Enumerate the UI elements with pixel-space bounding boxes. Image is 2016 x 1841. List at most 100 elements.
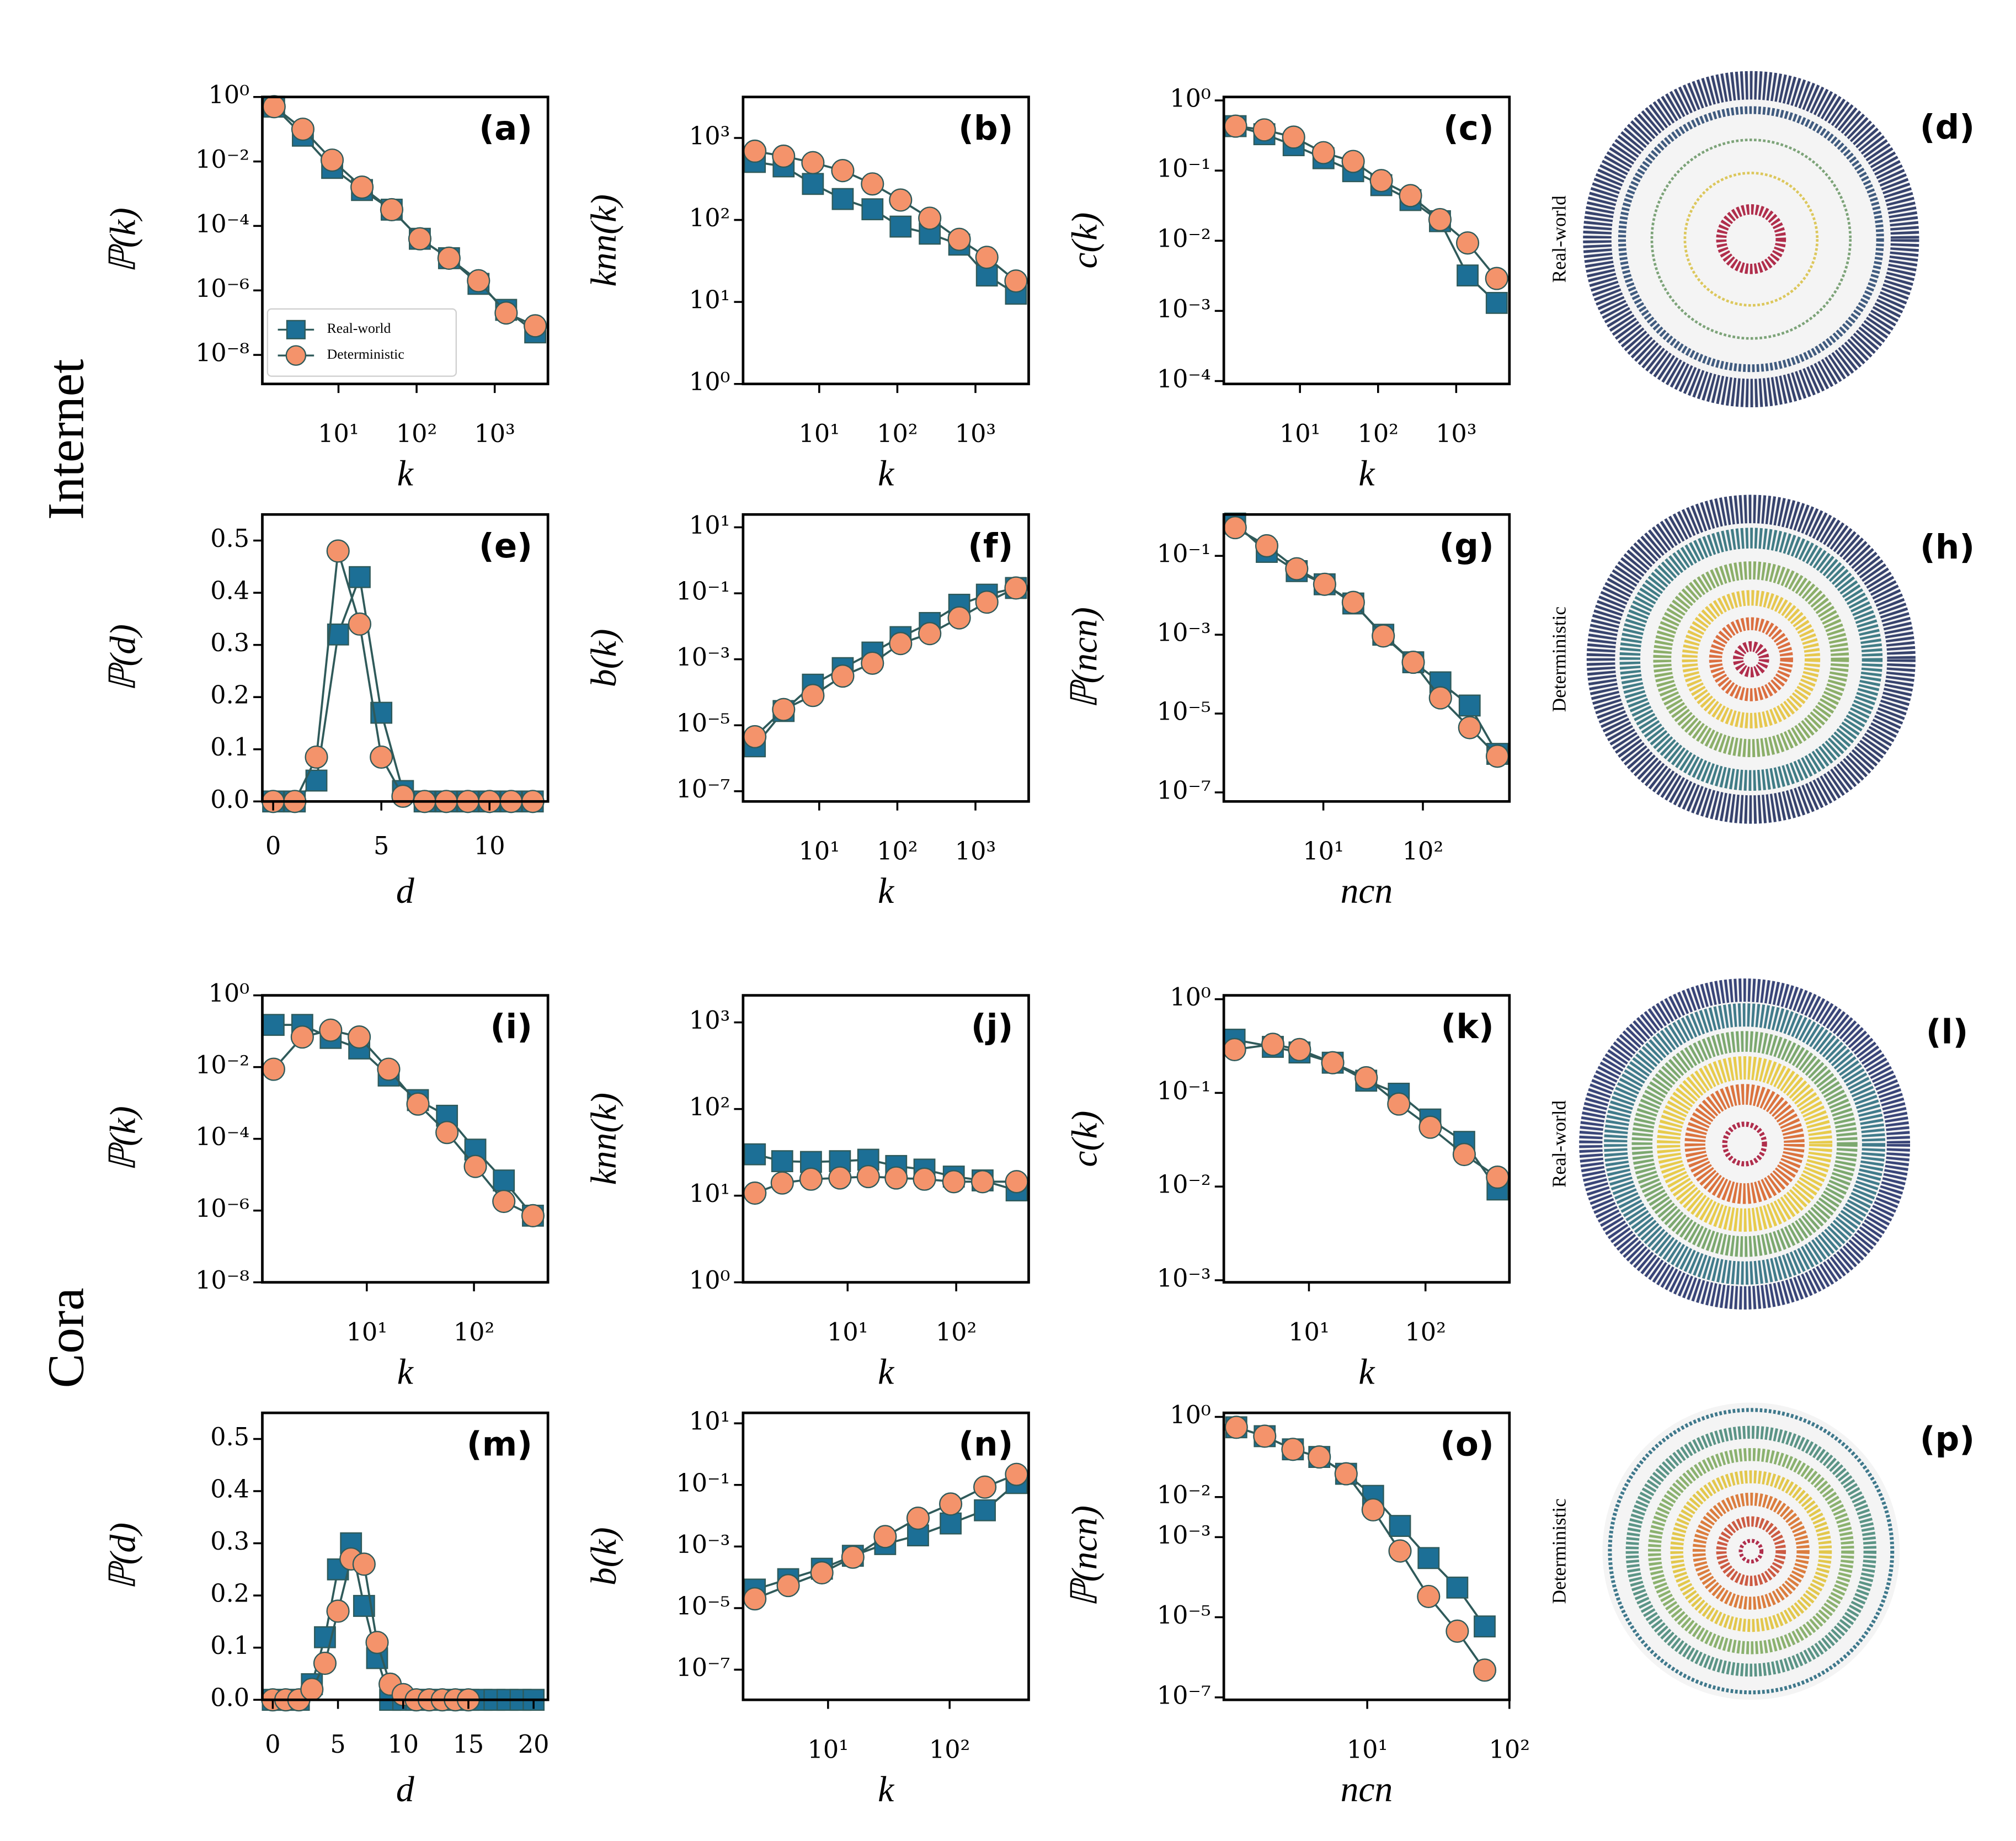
circle-marker: [873, 1525, 897, 1549]
y-tick-label: 0.2: [210, 1580, 249, 1608]
panel-label: (k): [1441, 1007, 1494, 1046]
y-axis-label: ℙ(k): [104, 1106, 143, 1172]
y-tick-label: 10⁻²: [1157, 1481, 1211, 1509]
circle-marker: [494, 301, 518, 325]
y-axis-label: ℙ(d): [104, 1523, 143, 1590]
x-axis-label: d: [396, 1770, 414, 1810]
y-axis-label: ℙ(ncn): [1065, 607, 1105, 709]
axes: 10¹ 10² 10⁻¹ 10⁻³ 10⁻⁵ 10⁻⁷ ncn ℙ(ncn) (g): [1065, 512, 1511, 911]
panel-label: (n): [958, 1425, 1013, 1464]
circle-marker: [463, 1154, 487, 1178]
y-axis-label: knn(k): [584, 1093, 624, 1185]
circle-marker: [1282, 125, 1305, 149]
circle-marker: [1486, 1165, 1510, 1189]
y-tick-label: 10⁰: [209, 980, 249, 1008]
square-marker: [802, 173, 824, 195]
y-tick-label: 10⁻⁷: [676, 1654, 730, 1682]
circle-marker: [1341, 150, 1365, 173]
circle-marker: [326, 1599, 350, 1623]
circle-marker: [1485, 267, 1508, 290]
panel-label: (h): [1920, 528, 1975, 567]
y-tick-label: 10⁻⁴: [1157, 365, 1211, 393]
x-axis-label: k: [1358, 1352, 1375, 1392]
x-tick-label: 10²: [936, 1318, 977, 1347]
network-ring: [1692, 1492, 1810, 1610]
y-tick-label: 10³: [689, 1007, 730, 1035]
axes: 10¹ 10² 10³ 10⁰ 10¹ 10² 10³ k knn(k) (b): [584, 95, 1030, 493]
axes-frame: [742, 1411, 1030, 1701]
y-tick-label: 0.1: [210, 1632, 249, 1660]
circle-marker: [435, 1121, 459, 1145]
square-marker: [1389, 1515, 1411, 1537]
circle-marker: [1224, 1416, 1248, 1439]
y-tick-label: 10⁻²: [195, 146, 249, 174]
circle-marker: [947, 606, 971, 630]
y-tick-label: 10¹: [689, 512, 730, 540]
y-tick-label: 0.5: [210, 525, 249, 553]
circle-marker: [772, 698, 796, 721]
circle-marker: [1473, 1658, 1497, 1682]
axes-frame: [261, 1411, 550, 1701]
x-tick-label: 10: [387, 1731, 419, 1759]
x-axis-label: k: [878, 871, 895, 911]
circle-marker: [1004, 576, 1028, 600]
panel-label: (d): [1920, 108, 1975, 147]
legend-marker: [286, 320, 306, 339]
axes-frame: [1222, 994, 1511, 1284]
square-marker: [1417, 1547, 1440, 1569]
y-tick-label: 10⁻⁸: [195, 339, 249, 368]
y-tick-label: 0.3: [210, 629, 249, 657]
y-axis-label: ℙ(k): [104, 207, 143, 273]
circle-marker: [942, 1170, 966, 1194]
axes-frame: [1222, 513, 1511, 803]
y-tick-label: 10⁻³: [1157, 1264, 1211, 1292]
circle-marker: [861, 172, 884, 196]
circle-marker: [1401, 650, 1425, 674]
circle-marker: [743, 1181, 767, 1205]
circle-marker: [290, 1025, 314, 1049]
x-tick-label: 10¹: [827, 1318, 868, 1347]
panel-label: (f): [968, 526, 1013, 566]
y-tick-label: 0.0: [210, 786, 249, 814]
circle-marker: [1485, 744, 1510, 768]
y-tick-label: 10⁻⁵: [1157, 698, 1211, 726]
circle-marker: [1387, 1092, 1411, 1116]
y-tick-label: 10⁰: [209, 81, 249, 109]
axes: 10¹ 10² 10³ 10⁰ 10⁻¹ 10⁻² 10⁻³ 10⁻⁴ k c(k) (c): [1065, 84, 1511, 493]
x-tick-label: 10¹: [346, 1318, 387, 1347]
network-ring: [1608, 1408, 1895, 1695]
network-ring: [1738, 1539, 1764, 1564]
x-tick-label: 5: [330, 1731, 345, 1759]
x-axis-label: k: [878, 1770, 895, 1810]
circle-marker: [1418, 1115, 1442, 1139]
x-axis-label: ncn: [1341, 871, 1393, 911]
axes: 10¹ 10² 10³ 10¹ 10⁻¹ 10⁻³ 10⁻⁵ 10⁻⁷ k b(k) (f): [584, 512, 1030, 911]
circle-marker: [348, 612, 372, 636]
x-tick-label: 10¹: [1347, 1736, 1388, 1764]
y-axis-label: ℙ(ncn): [1065, 1505, 1105, 1607]
x-tick-label: 10²: [1405, 1318, 1446, 1347]
circle-marker: [1311, 141, 1335, 164]
y-tick-label: 10⁻⁴: [195, 1123, 249, 1151]
axes: 10¹ 10² 10⁰ 10⁻² 10⁻³ 10⁻⁵ 10⁻⁷ ncn ℙ(ncn) (o): [1065, 1401, 1530, 1810]
panel-label: (l): [1926, 1012, 1969, 1051]
circle-marker: [305, 745, 328, 769]
y-tick-label: 10⁻¹: [1157, 155, 1211, 183]
y-tick-label: 0.0: [210, 1684, 249, 1712]
network-ring: [1682, 590, 1821, 728]
circle-marker: [1321, 1051, 1345, 1074]
y-tick-label: 10⁻³: [1157, 619, 1211, 647]
y-tick-label: 10⁻⁵: [676, 1592, 730, 1620]
circle-marker: [973, 1475, 997, 1499]
circle-marker: [291, 118, 315, 141]
x-tick-label: 10¹: [1303, 837, 1343, 865]
circle-marker: [1452, 1142, 1476, 1167]
axes-frame: [742, 994, 1030, 1284]
circle-marker: [1223, 1037, 1246, 1061]
y-axis-label: c(k): [1065, 212, 1105, 269]
y-axis-label: c(k): [1065, 1111, 1105, 1167]
network-disc: [1602, 1402, 1900, 1700]
panel-label: (i): [490, 1007, 532, 1046]
